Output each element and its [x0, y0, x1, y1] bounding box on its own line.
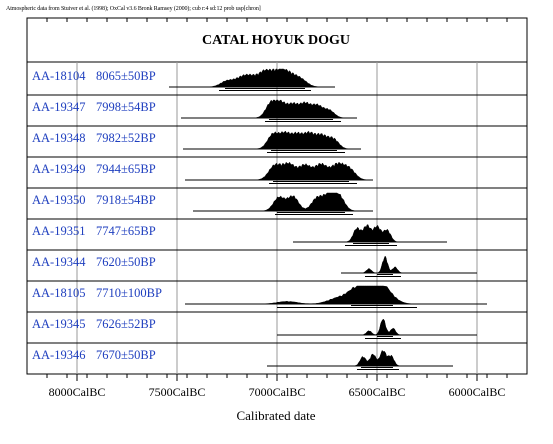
- sample-date: 7998±54BP: [96, 100, 156, 114]
- series-row: AA-19348 7982±52BP: [27, 125, 527, 153]
- sample-date: 7626±52BP: [96, 317, 156, 331]
- sample-id: AA-19344: [32, 255, 86, 269]
- sample-date: 7982±52BP: [96, 131, 156, 145]
- probability-distribution: [185, 161, 373, 181]
- sample-date: 7944±65BP: [96, 162, 156, 176]
- sample-id: AA-19345: [32, 317, 85, 331]
- series-row: AA-19351 7747±65BP: [27, 218, 527, 246]
- chart-title: CATAL HOYUK DOGU: [202, 33, 350, 48]
- series-row: AA-19347 7998±54BP: [27, 94, 527, 122]
- series-row: AA-19344 7620±50BP: [27, 249, 527, 277]
- series-row: AA-19350 7918±54BP: [27, 187, 527, 215]
- probability-distribution: [185, 285, 487, 305]
- sample-date: 7747±65BP: [96, 224, 156, 238]
- sample-date: 7620±50BP: [96, 255, 156, 269]
- probability-distribution: [341, 255, 477, 274]
- series-row: AA-18105 7710±100BP: [27, 280, 527, 308]
- probability-distribution: [183, 130, 361, 150]
- probability-distribution: [169, 68, 335, 88]
- sample-id: AA-19350: [32, 193, 85, 207]
- probability-distribution: [293, 224, 447, 243]
- probability-distribution: [277, 318, 477, 336]
- credit-note: Atmospheric data from Stuiver et al. (19…: [6, 6, 261, 12]
- x-tick-label: 6500CalBC: [349, 385, 406, 399]
- sample-date: 8065±50BP: [96, 69, 156, 83]
- x-tick-label: 7000CalBC: [249, 385, 306, 399]
- series-row: AA-19346 7670±50BP: [27, 342, 527, 370]
- probability-distribution: [193, 192, 373, 212]
- x-axis-label: Calibrated date: [236, 408, 315, 423]
- series-row: AA-19349 7944±65BP: [27, 156, 527, 184]
- sample-id: AA-19349: [32, 162, 85, 176]
- x-tick-label: 7500CalBC: [149, 385, 206, 399]
- sample-id: AA-19351: [32, 224, 85, 238]
- x-tick-label: 6000CalBC: [449, 385, 506, 399]
- sample-id: AA-19348: [32, 131, 85, 145]
- x-tick-label: 8000CalBC: [49, 385, 106, 399]
- sample-id: AA-19346: [32, 348, 85, 362]
- probability-distribution: [181, 99, 357, 119]
- sample-id: AA-18104: [32, 69, 86, 83]
- series-row: AA-19345 7626±52BP: [27, 311, 527, 339]
- sample-date: 7670±50BP: [96, 348, 156, 362]
- sample-id: AA-18105: [32, 286, 85, 300]
- series-row: AA-18104 8065±50BP: [32, 68, 335, 91]
- sample-date: 7710±100BP: [96, 286, 162, 300]
- probability-distribution: [267, 349, 453, 367]
- sample-date: 7918±54BP: [96, 193, 156, 207]
- sample-id: AA-19347: [32, 100, 85, 114]
